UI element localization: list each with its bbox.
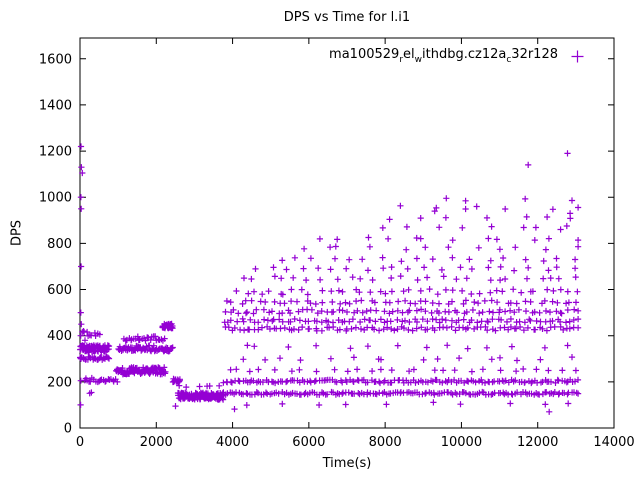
x-tick-label: 6000 — [292, 435, 325, 450]
y-tick-label: 200 — [47, 375, 72, 390]
x-tick-label: 12000 — [517, 435, 558, 450]
legend: ma100529relwithdbg.cz12ac32r128 — [329, 47, 584, 65]
y-tick-label: 800 — [47, 237, 72, 252]
y-axis-label: DPS — [9, 219, 25, 247]
x-axis-label: Time(s) — [322, 456, 372, 471]
x-tick-label: 2000 — [140, 435, 173, 450]
chart-title: DPS vs Time for l.i1 — [283, 10, 411, 25]
x-tick-label: 14000 — [593, 435, 634, 450]
legend-label-segment: 32r128 — [511, 47, 558, 62]
y-tick-label: 600 — [47, 283, 72, 298]
scatter-points — [77, 143, 582, 415]
x-tick-label: 4000 — [216, 435, 249, 450]
x-tick-label: 0 — [76, 435, 84, 450]
legend-label-segment: w — [414, 55, 423, 65]
legend-label-segment: el — [403, 47, 415, 62]
legend-label-segment: ma100529 — [329, 47, 400, 62]
y-tick-label: 1000 — [39, 191, 72, 206]
x-tick-label: 8000 — [369, 435, 402, 450]
y-tick-label: 0 — [64, 422, 72, 437]
legend-label-segment: c — [506, 55, 512, 65]
y-tick-label: 1200 — [39, 145, 72, 160]
legend-label-segment: ithdbg.cz12a — [422, 47, 507, 62]
legend-label: ma100529relwithdbg.cz12ac32r128 — [329, 47, 558, 65]
legend-plus-marker — [571, 50, 584, 62]
y-tick-label: 1400 — [39, 98, 72, 113]
plot-border — [79, 37, 615, 429]
y-tick-label: 1600 — [39, 52, 72, 67]
legend-label-segment: r — [399, 55, 404, 65]
y-tick-label: 400 — [47, 329, 72, 344]
x-tick-label: 10000 — [441, 435, 482, 450]
